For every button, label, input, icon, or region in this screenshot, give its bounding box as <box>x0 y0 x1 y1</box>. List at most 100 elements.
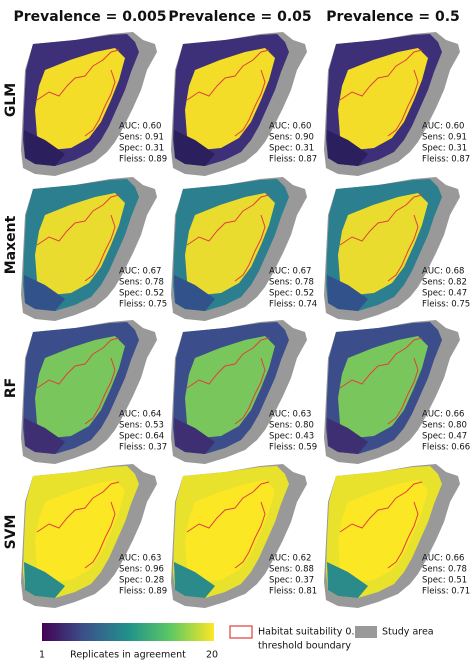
prediction-core <box>35 193 125 295</box>
stat-label: Sens: 0.82 <box>422 278 467 288</box>
threshold-boundary <box>36 194 120 282</box>
threshold-boundary <box>36 49 120 137</box>
prediction-core <box>338 480 428 582</box>
prediction-core <box>338 48 428 150</box>
prediction-low <box>174 418 215 454</box>
stat-label: Sens: 0.96 <box>119 565 164 575</box>
prediction-core <box>338 336 428 438</box>
prediction-core <box>185 48 275 150</box>
stat-label: AUC: 0.60 <box>422 122 464 132</box>
stat-label: Fleiss: 0.37 <box>119 443 167 453</box>
stat-label: Fleiss: 0.87 <box>422 155 470 165</box>
colorbar-max: 20 <box>206 650 218 661</box>
stat-label: AUC: 0.68 <box>422 267 464 277</box>
stat-label: AUC: 0.63 <box>269 410 311 420</box>
prediction-core <box>35 48 125 150</box>
prediction-low <box>327 418 368 454</box>
threshold-boundary <box>339 337 423 425</box>
stat-label: Sens: 0.88 <box>269 565 314 575</box>
stat-label: Fleiss: 0.81 <box>269 587 317 597</box>
colorbar-min: 1 <box>39 650 45 661</box>
prediction-core <box>185 193 275 295</box>
column-header: Prevalence = 0.5 <box>326 9 460 25</box>
stat-label: Fleiss: 0.75 <box>119 300 167 310</box>
stat-label: AUC: 0.66 <box>422 410 464 420</box>
stat-label: Spec: 0.51 <box>422 576 467 586</box>
prediction-low <box>24 275 65 311</box>
stat-label: Fleiss: 0.71 <box>422 587 470 597</box>
stat-label: Spec: 0.64 <box>119 432 164 442</box>
prediction-low <box>174 275 215 311</box>
prediction-core <box>185 336 275 438</box>
stat-label: Spec: 0.37 <box>269 576 314 586</box>
prediction-low <box>174 562 215 598</box>
threshold-boundary <box>186 337 270 425</box>
threshold-boundary <box>186 49 270 137</box>
stat-label: Spec: 0.31 <box>422 144 467 154</box>
stat-label: Sens: 0.78 <box>269 278 314 288</box>
prediction-low <box>174 130 215 166</box>
prediction-core <box>185 480 275 582</box>
stat-label: Fleiss: 0.89 <box>119 587 167 597</box>
stat-label: AUC: 0.62 <box>269 554 311 564</box>
row-label: SVM <box>3 515 19 550</box>
threshold-label: threshold boundary <box>258 641 351 652</box>
stat-label: Fleiss: 0.66 <box>422 443 470 453</box>
threshold-swatch <box>229 625 253 639</box>
threshold-boundary <box>36 481 120 569</box>
stat-label: AUC: 0.67 <box>119 267 161 277</box>
stat-label: Sens: 0.90 <box>269 133 314 143</box>
prediction-low <box>24 562 65 598</box>
stat-label: AUC: 0.64 <box>119 410 161 420</box>
prediction-low <box>24 418 65 454</box>
threshold-boundary <box>339 481 423 569</box>
prediction-low <box>24 130 65 166</box>
colorbar-title: Replicates in agreement <box>70 650 186 661</box>
stat-label: Sens: 0.53 <box>119 421 164 431</box>
stat-label: Sens: 0.91 <box>119 133 164 143</box>
stat-label: AUC: 0.66 <box>422 554 464 564</box>
threshold-boundary <box>339 49 423 137</box>
stat-label: Fleiss: 0.75 <box>422 300 470 310</box>
stat-label: AUC: 0.60 <box>119 122 161 132</box>
stat-label: AUC: 0.63 <box>119 554 161 564</box>
row-label: GLM <box>3 83 19 117</box>
study-area-label: Study area <box>382 627 434 638</box>
row-label: RF <box>3 378 19 398</box>
stat-label: AUC: 0.67 <box>269 267 311 277</box>
stat-label: Sens: 0.91 <box>422 133 467 143</box>
stat-label: Sens: 0.80 <box>269 421 314 431</box>
prediction-core <box>35 336 125 438</box>
prediction-core <box>35 480 125 582</box>
row-label: Maxent <box>3 215 19 274</box>
prediction-core <box>338 193 428 295</box>
stat-label: Fleiss: 0.87 <box>269 155 317 165</box>
stat-label: Sens: 0.78 <box>422 565 467 575</box>
study-area-swatch <box>355 626 377 638</box>
prediction-low <box>327 130 368 166</box>
stat-label: Spec: 0.52 <box>269 289 314 299</box>
prediction-low <box>327 275 368 311</box>
threshold-boundary <box>186 194 270 282</box>
threshold-boundary <box>339 194 423 282</box>
stat-label: Spec: 0.52 <box>119 289 164 299</box>
colorbar <box>42 623 214 641</box>
stat-label: Spec: 0.31 <box>119 144 164 154</box>
threshold-boundary <box>186 481 270 569</box>
stat-label: Spec: 0.47 <box>422 432 467 442</box>
stat-label: AUC: 0.60 <box>269 122 311 132</box>
threshold-boundary <box>36 337 120 425</box>
stat-label: Spec: 0.47 <box>422 289 467 299</box>
